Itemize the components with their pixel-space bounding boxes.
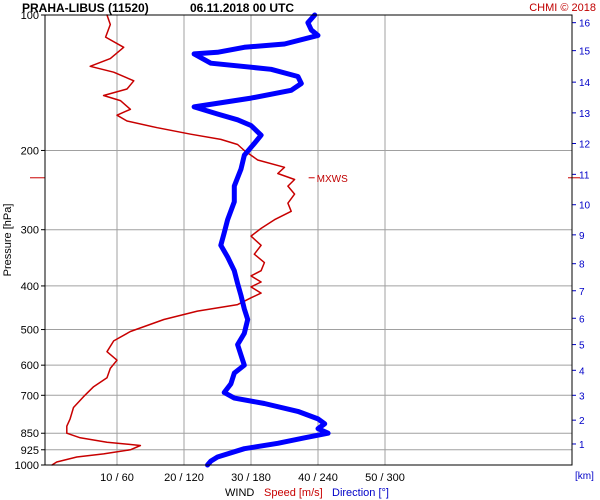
y-tick-label: 1000 xyxy=(15,460,39,472)
y-tick-label: 850 xyxy=(21,428,39,440)
y-tick-label: 600 xyxy=(21,360,39,372)
height-km-axis: 16 15 14 13 12 11 10 9 8 7 6 5 4 3 2 1 xyxy=(572,19,591,451)
pressure-axis: 100 200 300 400 500 600 700 850 925 1000 xyxy=(15,10,45,472)
annotation-group: MXWS xyxy=(30,174,580,185)
km-tick-label: 6 xyxy=(579,314,585,325)
x-tick-label: 40 / 240 xyxy=(298,472,338,484)
x-axis-label-direction: Direction [°] xyxy=(332,487,389,499)
series-line-direction xyxy=(191,12,331,468)
gridlines xyxy=(45,15,572,465)
plot-frame xyxy=(44,14,573,466)
km-tick-label: 13 xyxy=(579,109,591,120)
km-tick-label: 15 xyxy=(579,47,591,58)
km-axis-unit: [km] xyxy=(575,471,594,482)
y-tick-label: 500 xyxy=(21,325,39,337)
km-tick-label: 1 xyxy=(579,440,585,451)
y-tick-label: 300 xyxy=(21,225,39,237)
km-tick-label: 8 xyxy=(579,260,585,271)
y-axis-label: Pressure [hPa] xyxy=(2,204,14,277)
y-tick-label: 925 xyxy=(21,445,39,457)
km-tick-label: 5 xyxy=(579,341,585,352)
credit-label: CHMI © 2018 xyxy=(529,2,596,14)
km-tick-label: 2 xyxy=(579,416,585,427)
wind-axis: 10 / 60 20 / 120 30 / 180 40 / 240 50 / 300 xyxy=(100,472,405,484)
km-tick-label: 11 xyxy=(579,170,590,181)
km-tick-label: 4 xyxy=(579,366,585,377)
mxws-label: MXWS xyxy=(317,174,348,185)
km-tick-label: 3 xyxy=(579,391,585,402)
km-tick-label: 7 xyxy=(579,287,585,298)
x-axis-label-speed: Speed [m/s] xyxy=(264,487,323,499)
chart-station: PRAHA-LIBUS (11520) xyxy=(22,1,149,15)
km-tick-label: 9 xyxy=(579,231,585,242)
y-tick-label: 100 xyxy=(21,10,39,22)
chart-datetime: 06.11.2018 00 UTC xyxy=(190,1,294,15)
x-tick-label: 30 / 180 xyxy=(231,472,271,484)
x-tick-label: 50 / 300 xyxy=(365,472,405,484)
series-group xyxy=(51,12,331,468)
km-tick-label: 10 xyxy=(579,201,591,212)
x-tick-label: 20 / 120 xyxy=(164,472,204,484)
y-tick-label: 700 xyxy=(21,390,39,402)
km-tick-label: 12 xyxy=(579,140,591,151)
y-tick-label: 200 xyxy=(21,145,39,157)
series-line-speed xyxy=(51,14,296,466)
x-tick-label: 10 / 60 xyxy=(100,472,134,484)
km-tick-label: 16 xyxy=(579,19,591,30)
km-tick-label: 14 xyxy=(579,78,591,89)
x-axis-label-wind: WIND xyxy=(225,487,254,499)
y-tick-label: 400 xyxy=(21,281,39,293)
